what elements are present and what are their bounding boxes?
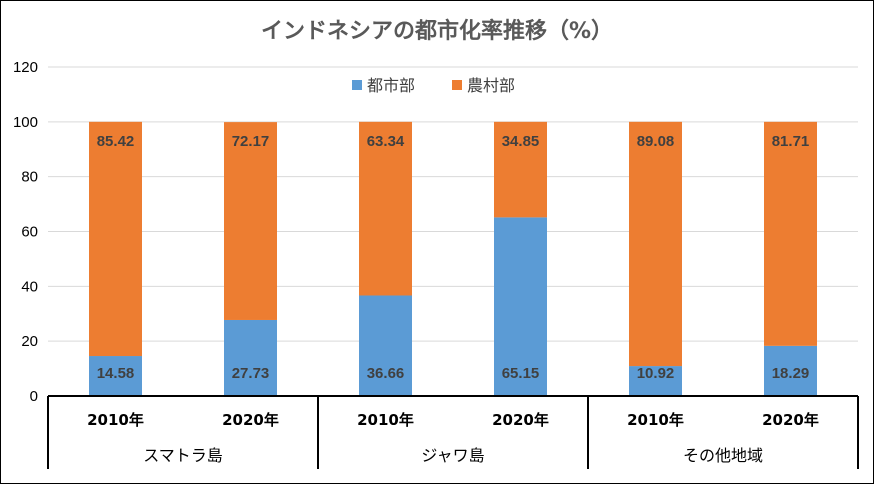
y-axis-ticks: 0 20 40 60 80 100 120 (13, 59, 38, 405)
bar-rural (224, 122, 277, 320)
bar-urban (89, 356, 142, 396)
x-tick-label: 2010年 (357, 411, 414, 429)
data-label: 63.34 (367, 133, 405, 150)
y-tick-label: 80 (21, 169, 38, 186)
bar-urban (629, 366, 682, 396)
bar-urban (359, 295, 412, 396)
bar-rural (764, 121, 817, 346)
data-label: 14.58 (97, 365, 135, 382)
data-label: 18.29 (772, 365, 810, 382)
data-label: 72.17 (232, 133, 270, 150)
data-label: 65.15 (502, 365, 540, 382)
x-tick-label: 2020年 (222, 411, 279, 429)
legend-swatch-rural (452, 80, 462, 90)
x-group-label: ジャワ島 (421, 446, 484, 465)
data-label: 27.73 (232, 365, 270, 382)
x-group-label: その他地域 (683, 446, 763, 465)
y-tick-label: 120 (13, 59, 38, 76)
bar-urban (764, 345, 817, 396)
x-group-label: スマトラ島 (143, 446, 223, 465)
bar-rural (89, 121, 142, 357)
y-tick-label: 60 (21, 224, 38, 241)
legend-swatch-urban (352, 80, 362, 90)
y-tick-label: 40 (21, 278, 38, 295)
bars (89, 121, 817, 396)
x-tick-label: 2020年 (492, 411, 549, 429)
chart-title: インドネシアの都市化率推移（%） (261, 18, 613, 44)
legend-label: 農村部 (467, 76, 515, 95)
bar-rural (359, 121, 412, 296)
data-label: 36.66 (367, 365, 405, 382)
data-label: 81.71 (772, 133, 810, 150)
x-tick-label: 2010年 (87, 411, 144, 429)
data-label: 89.08 (637, 133, 675, 150)
legend: 都市部 農村部 (352, 76, 515, 95)
data-label: 34.85 (502, 133, 540, 150)
gridlines (48, 66, 858, 342)
y-tick-label: 100 (13, 114, 38, 131)
legend-label: 都市部 (367, 76, 415, 95)
x-tick-label: 2010年 (627, 411, 684, 429)
bar-rural (494, 121, 547, 218)
data-labels: 14.58 85.42 27.73 72.17 36.66 63.34 65.15 34.85… (97, 133, 810, 382)
y-tick-label: 20 (21, 333, 38, 350)
x-tick-label: 2020年 (762, 411, 819, 429)
data-label: 10.92 (637, 365, 675, 382)
data-label: 85.42 (97, 133, 135, 150)
bar-urban (224, 319, 277, 396)
bar-urban (494, 217, 547, 396)
y-tick-label: 0 (30, 388, 38, 405)
bar-rural (629, 121, 682, 367)
